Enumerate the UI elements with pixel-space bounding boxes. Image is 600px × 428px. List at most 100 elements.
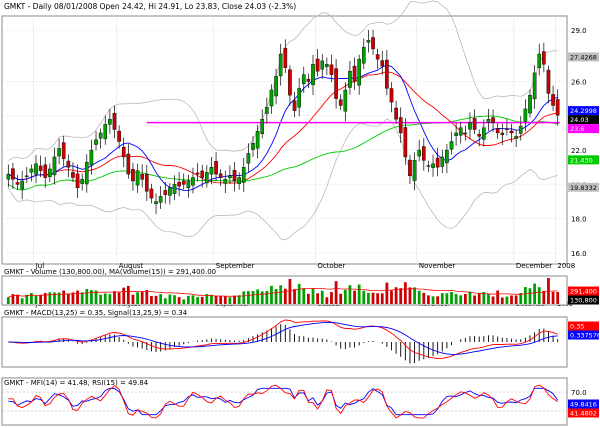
candle-body <box>29 168 34 173</box>
candle-body <box>251 143 255 150</box>
volume-bar <box>367 292 370 304</box>
candle-body <box>288 69 292 96</box>
volume-bar <box>30 292 33 304</box>
macd-flag <box>568 321 599 331</box>
candle-body <box>523 108 528 122</box>
candle-body <box>555 99 560 116</box>
volume-bar <box>163 298 167 304</box>
volume-bar <box>514 295 518 304</box>
candle-body <box>278 53 283 77</box>
volume-bar <box>182 299 186 304</box>
volume-ma-line <box>8 287 558 298</box>
volume-bar <box>542 290 546 304</box>
price-header: GMKT - Daily 08/01/2008 Open 24.42, Hi 2… <box>4 2 296 11</box>
oscillator-flag <box>568 408 599 418</box>
x-tick-label: September <box>216 262 255 270</box>
volume-bar <box>150 296 153 304</box>
x-tick-label: October <box>317 262 345 270</box>
candle-body <box>491 117 495 123</box>
candle-body <box>348 70 352 88</box>
volume-bar <box>251 291 255 304</box>
volume-bar <box>519 293 523 304</box>
candle-body <box>463 132 468 135</box>
x-tick-label: Jul <box>35 262 45 270</box>
oscillator-flag-label: 41.4802 <box>570 410 597 418</box>
volume-bar <box>214 295 218 304</box>
volume-bar <box>348 285 352 304</box>
volume-bar <box>297 283 301 304</box>
volume-bar <box>496 290 500 304</box>
candle-body <box>357 58 361 86</box>
volume-bar <box>482 291 486 304</box>
mfi-rsi-panel: GMKT - MFI(14) = 41.48, RSI(15) = 49.84 … <box>1 377 599 426</box>
volume-bar <box>339 293 343 304</box>
price-flag <box>568 124 599 134</box>
candle-body <box>103 124 108 140</box>
candle-body <box>94 139 98 145</box>
volume-header: GMKT - Volume (130,800.00), MA(Volume(15… <box>4 268 216 276</box>
volume-bar <box>556 292 560 304</box>
candle-body <box>297 88 301 108</box>
volume-bar <box>108 294 112 304</box>
macd-flag-label: 0.337576 <box>570 332 600 340</box>
volume-bar <box>191 295 195 304</box>
volume-flag <box>568 295 599 305</box>
volume-bar <box>90 290 93 304</box>
candle-body <box>482 127 486 140</box>
volume-bar <box>145 290 149 304</box>
volume-bar <box>500 297 504 304</box>
candle-body <box>274 76 278 97</box>
volume-bar <box>385 282 389 304</box>
volume-bar <box>533 283 536 304</box>
ma-mid <box>8 71 558 184</box>
volume-bar <box>436 296 440 304</box>
candle-body <box>403 127 408 158</box>
candle-body <box>98 132 103 139</box>
candle-body <box>435 157 440 168</box>
candle-body <box>218 173 223 178</box>
candle-body <box>43 164 48 178</box>
y-tick-label: 26.0 <box>571 78 587 86</box>
candle-body <box>57 148 61 157</box>
volume-bar <box>20 298 24 304</box>
lower-band <box>7 118 558 241</box>
volume-bar <box>159 294 163 304</box>
volume-bar <box>422 292 426 304</box>
volume-bar <box>473 295 476 304</box>
candle-body <box>385 59 389 89</box>
macd-line <box>8 319 558 360</box>
volume-bar <box>431 296 435 304</box>
mfi-rsi-header: GMKT - MFI(14) = 41.48, RSI(15) = 49.84 <box>4 379 149 387</box>
candle-body <box>449 141 454 150</box>
macd-flag-label: 0.35 <box>570 323 584 331</box>
candle-body <box>52 156 57 176</box>
candle-body <box>195 172 200 175</box>
candle-body <box>232 169 237 182</box>
candle-body <box>477 134 482 137</box>
volume-bar <box>445 293 449 304</box>
price-flag <box>568 52 599 62</box>
candle-body <box>283 47 288 68</box>
candle-body <box>237 177 241 184</box>
candle-body <box>269 89 274 107</box>
volume-bar <box>39 294 43 304</box>
candle-body <box>117 130 121 142</box>
candle-body <box>389 88 394 103</box>
volume-bar <box>99 294 103 304</box>
candle-body <box>421 146 426 161</box>
volume-bar <box>523 287 527 304</box>
volume-bar <box>140 291 144 304</box>
candle-body <box>38 165 43 171</box>
volume-bar <box>399 288 403 304</box>
volume-bar <box>537 287 541 304</box>
volume-bar <box>196 297 199 304</box>
volume-bar <box>307 293 310 304</box>
candle-body <box>158 196 163 203</box>
volume-bar <box>394 287 398 304</box>
price-flag-label: 24.2998 <box>570 107 597 115</box>
price-flag <box>568 115 599 125</box>
candle-body <box>34 163 38 175</box>
volume-bar <box>302 288 306 304</box>
volume-bar <box>334 281 338 304</box>
